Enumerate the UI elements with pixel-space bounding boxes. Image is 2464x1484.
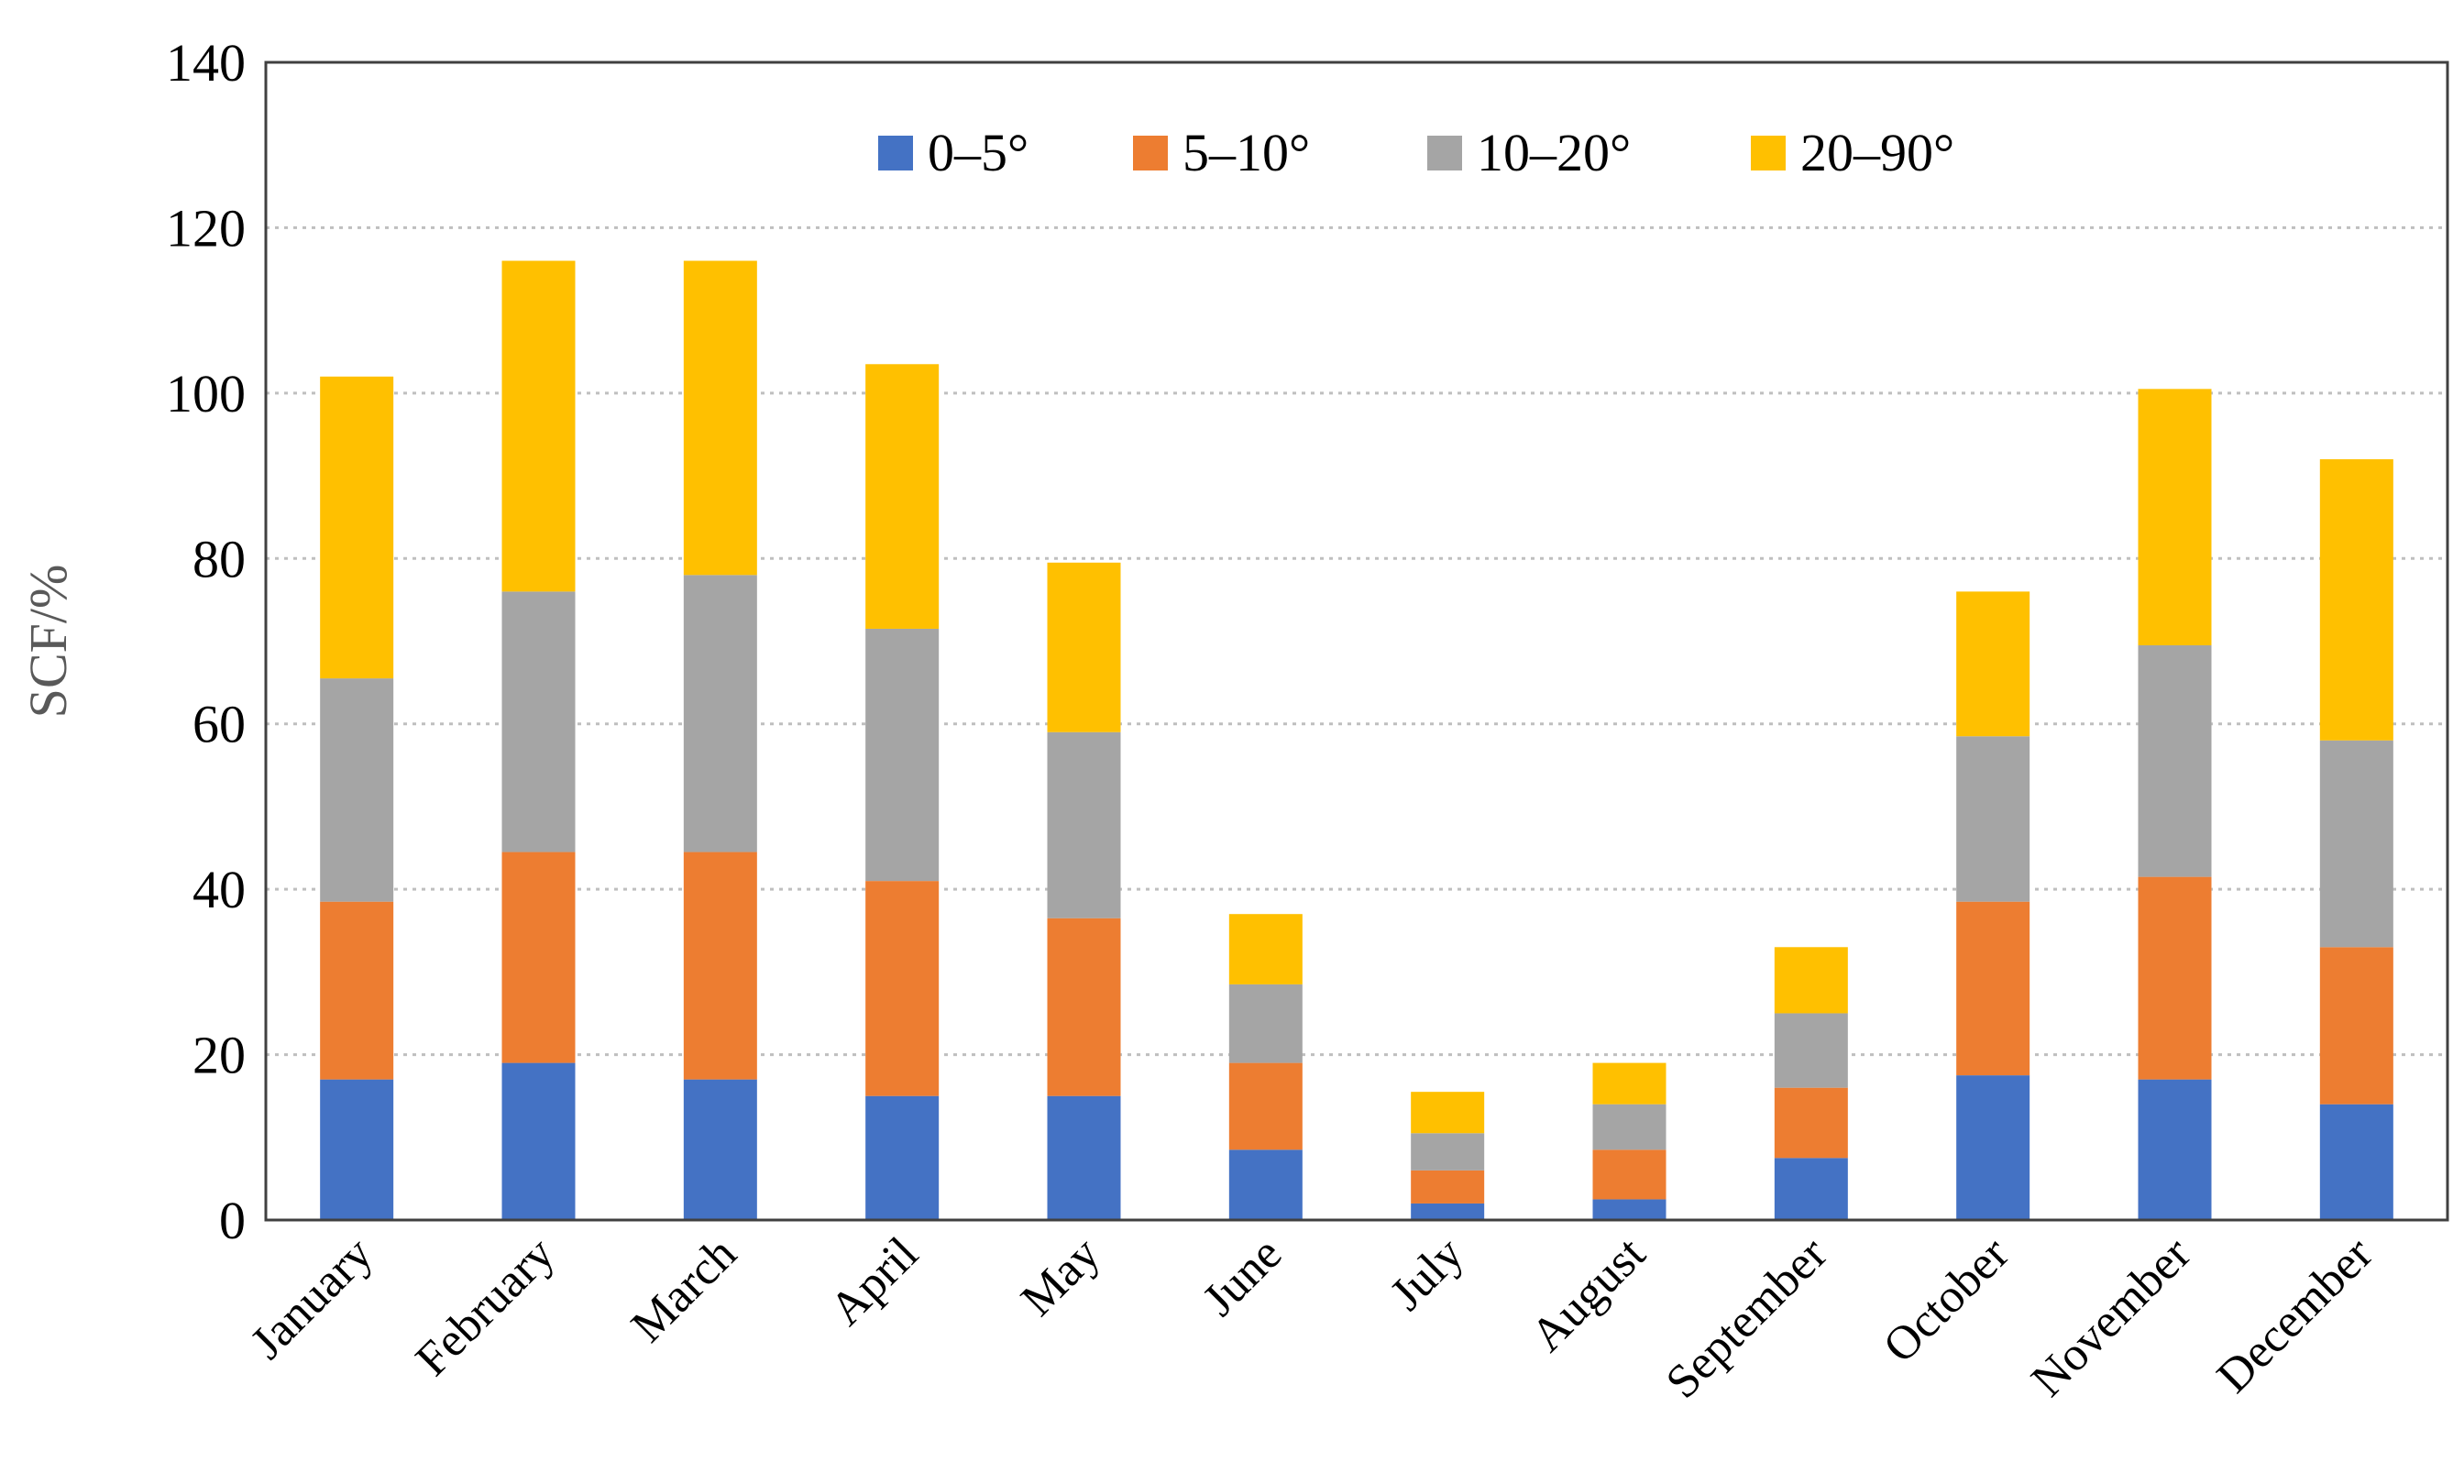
bar-segment	[1411, 1133, 1485, 1171]
bar-segment	[865, 881, 940, 1096]
legend-label: 10–20°	[1477, 123, 1631, 182]
bar-segment	[1228, 1149, 1303, 1220]
bar-segment	[320, 1079, 394, 1220]
legend-label: 0–5°	[928, 123, 1028, 182]
y-axis-ticks: 0 20 40 60 80 100 120 140	[166, 33, 246, 1250]
legend-swatch	[878, 136, 913, 170]
bar-segment	[1956, 1075, 2030, 1220]
x-tick-label: August	[1521, 1227, 1656, 1362]
bar-segment	[1411, 1170, 1485, 1204]
bar-segment	[1592, 1199, 1666, 1220]
bar-segment	[2319, 740, 2393, 948]
bar-segment	[2138, 1079, 2212, 1220]
legend-swatch	[1751, 136, 1786, 170]
bar-segment	[683, 575, 757, 852]
x-tick-label: September	[1656, 1227, 1838, 1409]
bar-segment	[1774, 1013, 1848, 1088]
x-tick-label: January	[241, 1227, 383, 1369]
bar-segment	[1228, 914, 1303, 984]
bar-segment	[2319, 459, 2393, 741]
legend-swatch	[1133, 136, 1168, 170]
bar-segment	[683, 1079, 757, 1220]
legend-label: 5–10°	[1182, 123, 1310, 182]
bar-segment	[1592, 1062, 1666, 1105]
bar-segment	[1411, 1203, 1485, 1220]
y-tick-label: 20	[192, 1026, 246, 1085]
bar-segment	[320, 901, 394, 1080]
bar-segment	[1228, 984, 1303, 1063]
bar-segment	[1047, 918, 1121, 1096]
x-tick-label: June	[1194, 1227, 1292, 1326]
bar-segment	[1774, 1087, 1848, 1159]
bar-segment	[1228, 1062, 1303, 1150]
bar-segment	[865, 364, 940, 629]
legend: 0–5° 5–10° 10–20° 20–90°	[878, 123, 1954, 182]
x-axis-ticks: January February March April May June July Augu…	[241, 1227, 2382, 1409]
plot-area-border	[264, 60, 2449, 1222]
bar-segment	[501, 260, 576, 592]
y-tick-label: 0	[219, 1191, 246, 1250]
y-tick-label: 140	[166, 33, 246, 93]
bar-segment	[1411, 1092, 1485, 1134]
bar-segment	[1956, 736, 2030, 902]
bar-segment	[865, 1095, 940, 1220]
bar-segment	[1592, 1149, 1666, 1200]
y-tick-label: 60	[192, 695, 246, 754]
y-tick-label: 40	[192, 860, 246, 919]
y-tick-label: 80	[192, 529, 246, 588]
x-tick-label: November	[2021, 1227, 2201, 1407]
bar-segment	[1774, 1158, 1848, 1220]
legend-label: 20–90°	[1800, 123, 1954, 182]
bar-segment	[1592, 1104, 1666, 1150]
x-tick-label: July	[1380, 1227, 1474, 1321]
legend-item: 5–10°	[1133, 123, 1310, 182]
x-tick-label: October	[1874, 1227, 2019, 1373]
y-axis-title: SCF/%	[18, 565, 78, 719]
bar-segment	[1956, 591, 2030, 737]
gridlines	[266, 225, 2448, 1057]
legend-swatch	[1427, 136, 1462, 170]
bar-segment	[501, 591, 576, 852]
bar-segment	[1774, 947, 1848, 1014]
bars	[320, 260, 2393, 1220]
x-tick-label: March	[622, 1227, 746, 1352]
legend-item: 0–5°	[878, 123, 1028, 182]
bar-segment	[2138, 876, 2212, 1080]
bar-segment	[865, 628, 940, 882]
bar-segment	[2138, 389, 2212, 646]
bar-segment	[2138, 645, 2212, 877]
legend-item: 10–20°	[1427, 123, 1631, 182]
bar-segment	[1047, 562, 1121, 732]
x-tick-label: February	[406, 1227, 565, 1386]
bar-segment	[1047, 731, 1121, 918]
bar-segment	[2319, 1104, 2393, 1220]
y-tick-label: 100	[166, 364, 246, 423]
x-tick-label: May	[1011, 1227, 1110, 1326]
bar-segment	[320, 376, 394, 679]
legend-item: 20–90°	[1751, 123, 1954, 182]
y-tick-label: 120	[166, 198, 246, 258]
bar-segment	[1047, 1095, 1121, 1220]
bar-segment	[501, 852, 576, 1063]
x-tick-label: April	[820, 1227, 929, 1336]
bar-segment	[320, 678, 394, 902]
x-tick-label: December	[2207, 1227, 2382, 1402]
bar-segment	[683, 260, 757, 576]
bar-segment	[1956, 901, 2030, 1076]
bar-segment	[501, 1062, 576, 1220]
bar-segment	[2319, 947, 2393, 1105]
bar-segment	[683, 852, 757, 1080]
